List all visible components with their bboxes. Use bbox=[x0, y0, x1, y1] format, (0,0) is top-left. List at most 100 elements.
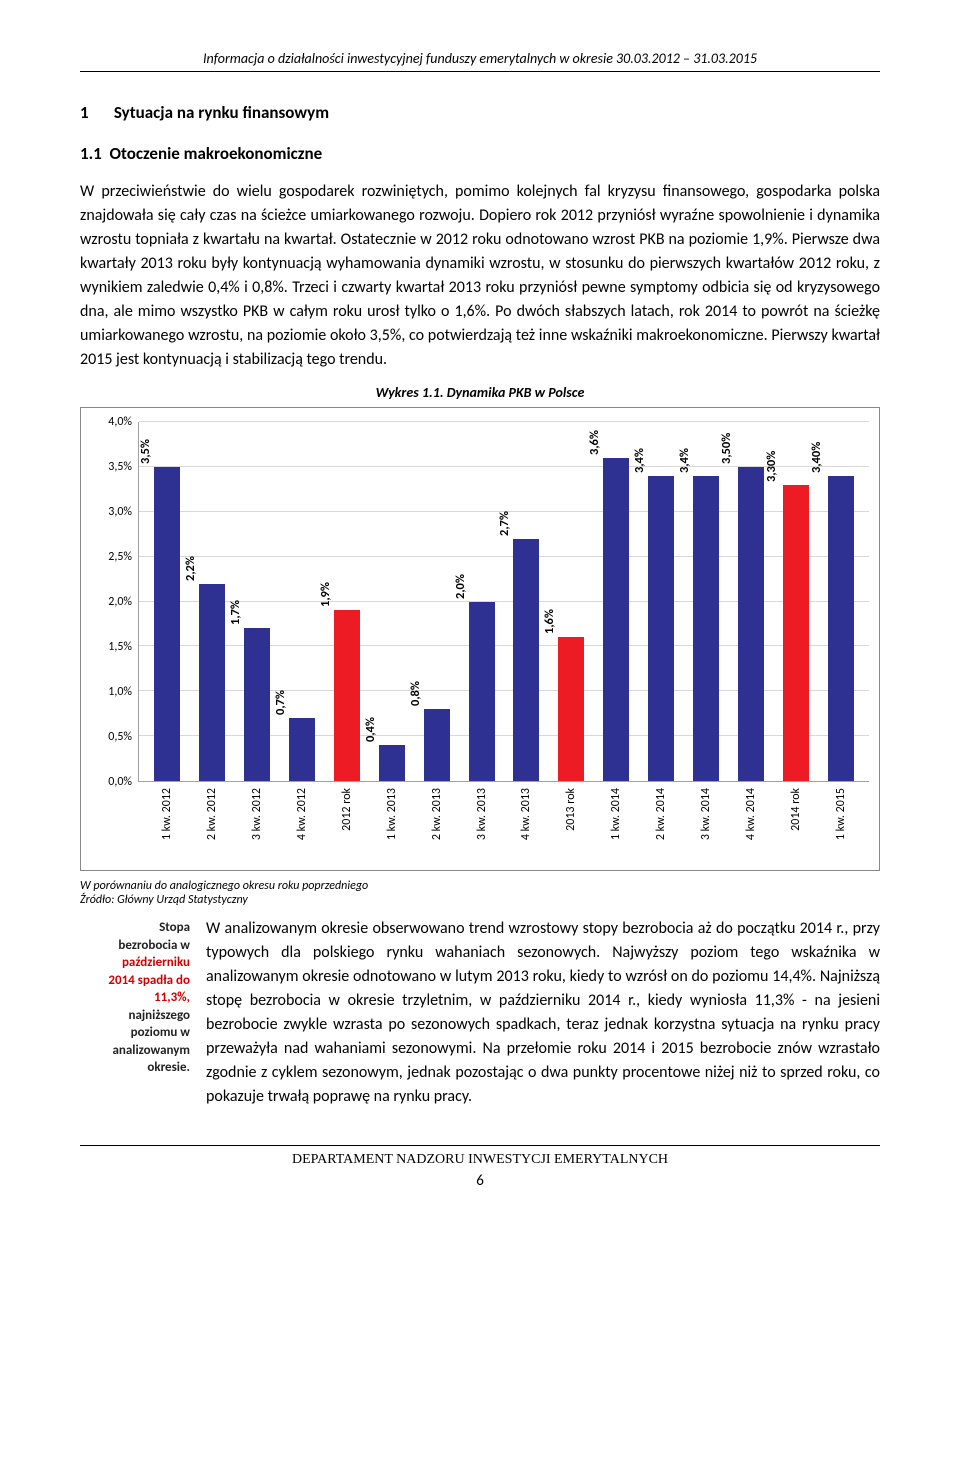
source-line-1: W porównaniu do analogicznego okresu rok… bbox=[80, 879, 880, 893]
bar-value-label: 1,9% bbox=[318, 582, 333, 610]
footer-department: DEPARTAMENT NADZORU INWESTYCJI EMERYTALN… bbox=[80, 1152, 880, 1168]
chart-bar: 0,8% bbox=[424, 709, 450, 781]
x-tick-label: 1 kw. 2014 bbox=[594, 788, 639, 860]
bar-value-label: 3,6% bbox=[587, 430, 602, 458]
margin-note: Stopa bezrobocia w październiku 2014 spa… bbox=[80, 917, 190, 1109]
x-tick-label: 2 kw. 2012 bbox=[190, 788, 235, 860]
margin-note-row: Stopa bezrobocia w październiku 2014 spa… bbox=[80, 917, 880, 1109]
y-tick-label: 2,0% bbox=[108, 595, 132, 609]
chart-bar: 3,5% bbox=[154, 467, 180, 781]
bar-slot: 1,6% bbox=[549, 422, 594, 781]
chart-bar: 2,2% bbox=[199, 584, 225, 781]
chart-plot: 3,5%2,2%1,7%0,7%1,9%0,4%0,8%2,0%2,7%1,6%… bbox=[139, 422, 869, 782]
body-paragraph-1: W przeciwieństwie do wielu gospodarek ro… bbox=[80, 180, 880, 372]
x-tick-label: 1 kw. 2013 bbox=[369, 788, 414, 860]
x-tick-label: 4 kw. 2012 bbox=[280, 788, 325, 860]
y-tick-label: 0,5% bbox=[108, 730, 132, 744]
x-tick-label: 2013 rok bbox=[549, 788, 594, 860]
bar-value-label: 2,0% bbox=[453, 573, 468, 601]
margin-note-line: październiku bbox=[80, 954, 190, 972]
bar-value-label: 1,6% bbox=[542, 609, 557, 637]
x-tick-label: 1 kw. 2012 bbox=[145, 788, 190, 860]
margin-note-line: najniższego bbox=[80, 1007, 190, 1025]
section-heading: 1 Sytuacja na rynku finansowym bbox=[80, 102, 880, 123]
y-tick-label: 0,0% bbox=[108, 775, 132, 789]
page: Informacja o działalności inwestycyjnej … bbox=[0, 0, 960, 1230]
margin-note-line: okresie. bbox=[80, 1059, 190, 1077]
x-tick-label: 2 kw. 2014 bbox=[639, 788, 684, 860]
margin-note-line: poziomu w bbox=[80, 1024, 190, 1042]
bar-value-label: 2,7% bbox=[497, 511, 512, 539]
x-tick-label: 3 kw. 2013 bbox=[459, 788, 504, 860]
x-axis: 1 kw. 20122 kw. 20123 kw. 20124 kw. 2012… bbox=[91, 788, 869, 860]
bar-value-label: 3,50% bbox=[719, 433, 734, 467]
bar-value-label: 0,4% bbox=[363, 717, 378, 745]
running-header: Informacja o działalności inwestycyjnej … bbox=[80, 50, 880, 72]
bar-value-label: 3,4% bbox=[632, 448, 647, 476]
body-paragraph-2: W analizowanym okresie obserwowano trend… bbox=[206, 917, 880, 1109]
bar-slot: 2,7% bbox=[504, 422, 549, 781]
chart-bar: 3,4% bbox=[693, 476, 719, 781]
y-tick-label: 3,5% bbox=[108, 460, 132, 474]
section-number: 1 bbox=[80, 102, 110, 123]
margin-note-line: 11,3%, bbox=[80, 989, 190, 1007]
x-tick-label: 3 kw. 2012 bbox=[235, 788, 280, 860]
bar-value-label: 0,7% bbox=[273, 690, 288, 718]
chart-bar: 1,6% bbox=[558, 637, 584, 781]
bar-slot: 3,4% bbox=[684, 422, 729, 781]
x-tick-label: 4 kw. 2013 bbox=[504, 788, 549, 860]
chart-bar: 3,40% bbox=[828, 476, 854, 781]
bar-value-label: 1,7% bbox=[228, 600, 243, 628]
page-number: 6 bbox=[80, 1172, 880, 1190]
page-footer: DEPARTAMENT NADZORU INWESTYCJI EMERYTALN… bbox=[80, 1145, 880, 1190]
chart-title: Wykres 1.1. Dynamika PKB w Polsce bbox=[80, 384, 880, 401]
source-line-2: Źródło: Główny Urząd Statystyczny bbox=[80, 893, 880, 907]
y-tick-label: 4,0% bbox=[108, 415, 132, 429]
section-title: Sytuacja na rynku finansowym bbox=[114, 102, 329, 123]
margin-note-line: 2014 spadła do bbox=[80, 972, 190, 990]
bar-slot: 3,5% bbox=[145, 422, 190, 781]
chart-bar: 3,4% bbox=[648, 476, 674, 781]
x-tick-label: 2014 rok bbox=[773, 788, 818, 860]
chart-container: 0,0% 0,5% 1,0% 1,5% 2,0% 2,5% 3,0% 3,5% 4,0% 3,5… bbox=[80, 407, 880, 871]
bar-value-label: 3,4% bbox=[677, 448, 692, 476]
bar-slot: 2,0% bbox=[459, 422, 504, 781]
y-axis: 0,0%0,5%1,0%1,5%2,0%2,5%3,0%3,5%4,0% bbox=[91, 422, 139, 782]
y-tick-label: 1,5% bbox=[108, 640, 132, 654]
bar-slot: 1,7% bbox=[235, 422, 280, 781]
chart-bar: 2,0% bbox=[469, 602, 495, 782]
subsection-number: 1.1 bbox=[80, 143, 102, 164]
bar-value-label: 3,5% bbox=[138, 439, 153, 467]
x-tick-label: 3 kw. 2014 bbox=[684, 788, 729, 860]
x-tick-label: 1 kw. 2015 bbox=[818, 788, 863, 860]
subsection-heading: 1.1 Otoczenie makroekonomiczne bbox=[80, 143, 880, 164]
x-tick-label: 2012 rok bbox=[325, 788, 370, 860]
bar-value-label: 3,40% bbox=[808, 442, 823, 476]
chart-bar: 3,50% bbox=[738, 467, 764, 781]
bar-value-label: 2,2% bbox=[183, 556, 198, 584]
margin-note-line: bezrobocia w bbox=[80, 937, 190, 955]
bar-value-label: 0,8% bbox=[408, 681, 423, 709]
y-tick-label: 1,0% bbox=[108, 685, 132, 699]
margin-note-line: analizowanym bbox=[80, 1042, 190, 1060]
chart-bar: 3,6% bbox=[603, 458, 629, 781]
bar-slot: 3,40% bbox=[818, 422, 863, 781]
chart-bar: 2,7% bbox=[513, 539, 539, 781]
subsection-title: Otoczenie makroekonomiczne bbox=[109, 143, 322, 164]
chart-bars: 3,5%2,2%1,7%0,7%1,9%0,4%0,8%2,0%2,7%1,6%… bbox=[139, 422, 869, 781]
y-tick-label: 3,0% bbox=[108, 505, 132, 519]
chart-bar: 1,7% bbox=[244, 628, 270, 781]
chart-bar: 0,7% bbox=[289, 718, 315, 781]
margin-note-line: Stopa bbox=[80, 919, 190, 937]
chart-bar: 1,9% bbox=[334, 610, 360, 781]
bar-slot: 0,4% bbox=[369, 422, 414, 781]
x-tick-label: 2 kw. 2013 bbox=[414, 788, 459, 860]
bar-value-label: 3,30% bbox=[764, 450, 779, 484]
y-tick-label: 2,5% bbox=[108, 550, 132, 564]
chart-bar: 3,30% bbox=[783, 485, 809, 781]
chart-bar: 0,4% bbox=[379, 745, 405, 781]
chart-source-note: W porównaniu do analogicznego okresu rok… bbox=[80, 879, 880, 907]
chart-area: 0,0%0,5%1,0%1,5%2,0%2,5%3,0%3,5%4,0% 3,5… bbox=[91, 422, 869, 782]
x-tick-label: 4 kw. 2014 bbox=[728, 788, 773, 860]
x-axis-labels: 1 kw. 20122 kw. 20123 kw. 20124 kw. 2012… bbox=[139, 788, 869, 860]
